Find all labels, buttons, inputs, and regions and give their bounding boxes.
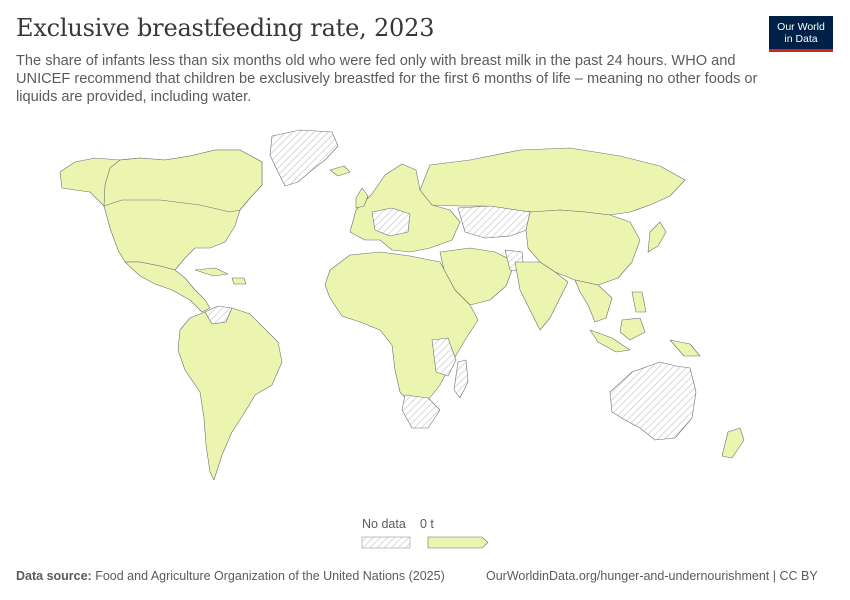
chart-subtitle: The share of infants less than six month… <box>16 53 758 106</box>
country-south-africa-no-data[interactable] <box>401 394 441 429</box>
country-hispaniola[interactable] <box>231 277 247 285</box>
chart-title: Exclusive breastfeeding rate, 2023 <box>16 14 435 42</box>
country-uk[interactable] <box>355 187 369 209</box>
country-iceland[interactable] <box>329 165 351 177</box>
country-russia[interactable] <box>419 147 686 216</box>
country-philippines[interactable] <box>631 291 647 313</box>
country-japan[interactable] <box>647 221 667 253</box>
country-greenland[interactable] <box>269 129 339 187</box>
country-mexico-central-america[interactable] <box>124 261 211 313</box>
legend-no-data-label: No data <box>362 517 406 531</box>
logo-line-2: in Data <box>784 32 818 45</box>
country-south-america[interactable] <box>177 307 283 481</box>
legend-value-swatch[interactable] <box>427 536 489 549</box>
footer-url-link[interactable]: OurWorldinData.org/hunger-and-undernouri… <box>486 569 818 583</box>
country-central-asia[interactable] <box>457 205 533 239</box>
country-cuba[interactable] <box>194 267 229 277</box>
country-indonesia-west[interactable] <box>589 329 631 353</box>
legend-value-label: 0 t <box>420 517 434 531</box>
logo-line-1: Our World <box>777 20 825 33</box>
country-new-guinea[interactable] <box>669 339 701 357</box>
country-new-zealand[interactable] <box>721 427 745 459</box>
owid-logo[interactable]: Our World in Data <box>769 16 833 52</box>
footer-source-label: Data source: <box>16 569 92 583</box>
country-borneo[interactable] <box>619 317 646 341</box>
country-southeast-asia[interactable] <box>574 279 613 323</box>
country-europe-no-data[interactable] <box>371 207 411 237</box>
legend-no-data-swatch[interactable] <box>361 536 411 549</box>
legend-swatches <box>361 536 489 549</box>
country-india[interactable] <box>514 261 569 331</box>
country-east-africa-no-data[interactable] <box>431 337 457 377</box>
country-australia[interactable] <box>609 361 697 441</box>
footer-source: Data source: Food and Agriculture Organi… <box>16 569 445 583</box>
country-china[interactable] <box>525 209 641 286</box>
country-madagascar[interactable] <box>453 359 469 399</box>
world-map <box>59 129 745 481</box>
country-canada[interactable] <box>103 149 263 213</box>
footer-source-text: Food and Agriculture Organization of the… <box>95 569 445 583</box>
